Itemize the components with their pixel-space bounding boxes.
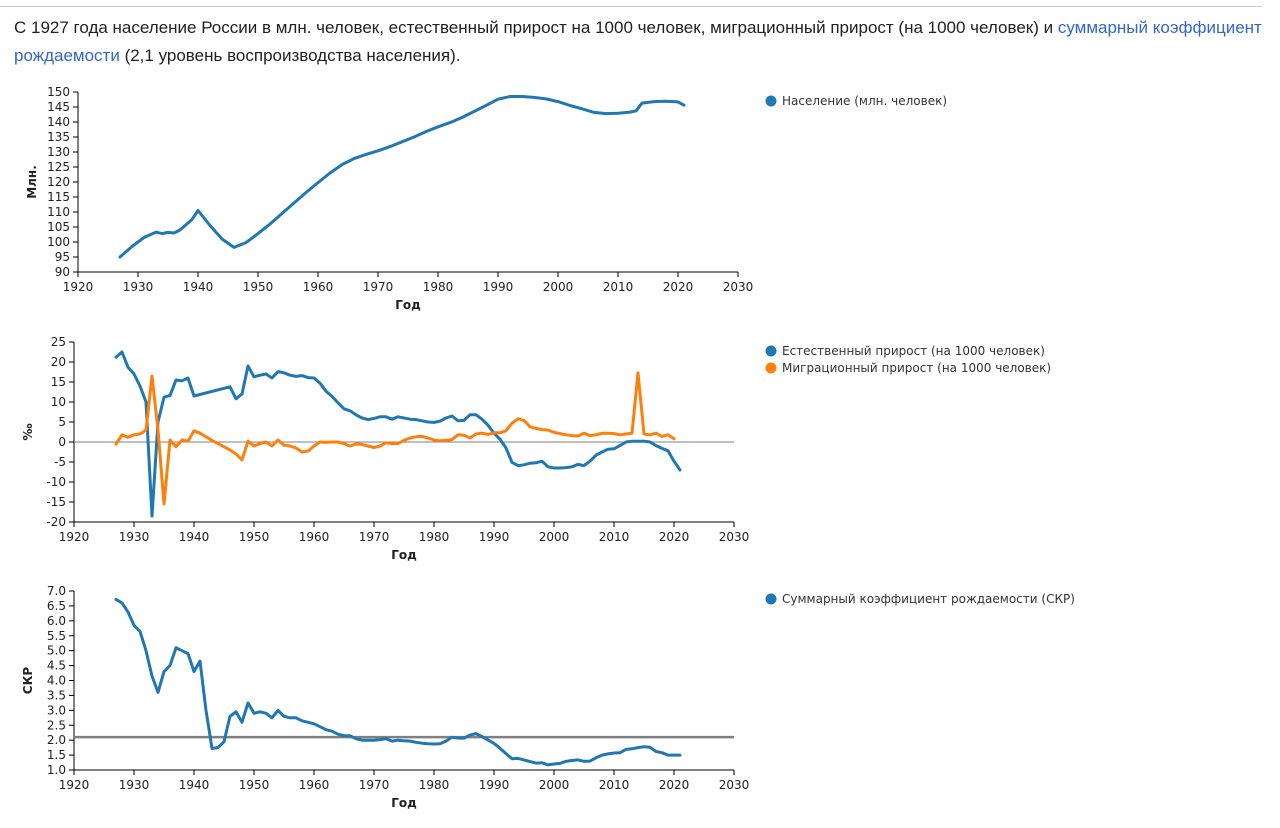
growth-x-tick-label: 1920 <box>59 530 90 544</box>
population-y-tick-label: 145 <box>47 100 70 114</box>
growth-x-tick-label: 1970 <box>359 530 390 544</box>
fertility-x-tick-label: 1990 <box>479 778 510 792</box>
population-y-tick-label: 125 <box>47 160 70 174</box>
population-legend-symbol-1 <box>765 95 777 107</box>
growth-x-tick-label: 2010 <box>599 530 630 544</box>
fertility-x-tick-label: 1920 <box>59 778 90 792</box>
population-y-tick-label: 115 <box>47 190 70 204</box>
growth-y-tick-label: 10 <box>51 395 66 409</box>
fertility-x-tick-label: 1940 <box>179 778 210 792</box>
fertility-y-tick-label: 6.5 <box>47 599 66 613</box>
fertility-series-line-1 <box>114 597 682 767</box>
fertility-x-tick-label: 1960 <box>299 778 330 792</box>
population-x-tick-label: 1970 <box>363 280 394 294</box>
fertility-y-tick-label: 3.0 <box>47 703 66 717</box>
growth-y-axis-title: ‰ <box>21 423 35 440</box>
fertility-y-axis-title: СКР <box>21 667 35 695</box>
population-x-tick-label: 2000 <box>543 280 574 294</box>
growth-y-tick-label: 0 <box>58 435 66 449</box>
fertility-y-tick-label: 4.0 <box>47 674 66 688</box>
population-y-tick-label: 95 <box>55 250 70 264</box>
fertility-y-tick-label: 2.5 <box>47 718 66 732</box>
fertility-y-tick-label: 4.5 <box>47 659 66 673</box>
population-x-tick-label: 1920 <box>63 280 94 294</box>
population-y-tick-label: 150 <box>47 85 70 99</box>
population-y-tick-label: 130 <box>47 145 70 159</box>
fertility-x-tick-label: 2020 <box>659 778 690 792</box>
fertility-y-tick-label: 2.0 <box>47 733 66 747</box>
population-legend-label-1: Население (млн. человек) <box>782 94 947 108</box>
growth-x-tick-label: 2030 <box>719 530 750 544</box>
population-x-tick-label: 2010 <box>603 280 634 294</box>
fertility-y-tick-label: 1.0 <box>47 763 66 777</box>
fertility-x-tick-label: 2000 <box>539 778 570 792</box>
fertility-x-tick-label: 1930 <box>119 778 150 792</box>
growth-legend-label-1: Естественный прирост (на 1000 человек) <box>782 344 1045 358</box>
population-x-tick-label: 2030 <box>723 280 754 294</box>
growth-x-tick-label: 2000 <box>539 530 570 544</box>
figure-caption: С 1927 года население России в млн. чело… <box>14 14 1264 70</box>
fertility-y-tick-label: 6.0 <box>47 614 66 628</box>
fertility-y-tick-label: 5.0 <box>47 644 66 658</box>
growth-y-tick-label: 15 <box>51 375 66 389</box>
fertility-x-tick-label: 1970 <box>359 778 390 792</box>
fertility-y-tick-label: 7.0 <box>47 584 66 598</box>
fertility-y-tick-label: 3.5 <box>47 688 66 702</box>
fertility-rate-chart: 1.01.52.02.53.03.54.04.55.05.56.06.57.0 1… <box>21 584 1075 810</box>
growth-x-tick-label: 1940 <box>179 530 210 544</box>
population-series-line-1 <box>118 95 686 259</box>
fertility-y-tick-label: 5.5 <box>47 629 66 643</box>
population-y-tick-label: 120 <box>47 175 70 189</box>
growth-x-tick-label: 1960 <box>299 530 330 544</box>
population-x-tick-label: 2020 <box>663 280 694 294</box>
fertility-y-tick-label: 1.5 <box>47 748 66 762</box>
growth-y-tick-label: -10 <box>46 475 66 489</box>
growth-rate-chart: -20 -15 -10 -5 0 5 10 15 20 25 1920 1930 1940 1950 196… <box>21 335 1051 562</box>
fertility-x-tick-label: 2030 <box>719 778 750 792</box>
top-divider <box>0 6 1262 7</box>
fertility-legend-symbol-1 <box>765 593 777 605</box>
growth-y-tick-label: 5 <box>58 415 66 429</box>
population-x-tick-label: 1960 <box>303 280 334 294</box>
fertility-legend-label-1: Суммарный коэффициент рождаемости (СКР) <box>782 592 1075 606</box>
growth-x-tick-label: 1950 <box>239 530 270 544</box>
growth-legend-label-2: Миграционный прирост (на 1000 человек) <box>782 361 1051 375</box>
population-x-tick-label: 1930 <box>123 280 154 294</box>
growth-y-tick-label: -20 <box>46 515 66 529</box>
fertility-x-axis-title: Год <box>391 796 417 810</box>
population-y-tick-label: 100 <box>47 235 70 249</box>
growth-y-tick-label: -15 <box>46 495 66 509</box>
growth-legend-symbol-1 <box>765 345 777 357</box>
population-x-tick-label: 1950 <box>243 280 274 294</box>
population-y-tick-label: 110 <box>47 205 70 219</box>
population-y-axis-title: Млн. <box>25 165 39 199</box>
growth-series-line-2 <box>114 371 676 506</box>
population-y-tick-label: 90 <box>55 265 70 279</box>
growth-x-tick-label: 2020 <box>659 530 690 544</box>
growth-y-tick-label: 20 <box>51 355 66 369</box>
caption-text-after: (2,1 уровень воспроизводства населения). <box>119 46 461 65</box>
population-x-tick-label: 1990 <box>483 280 514 294</box>
caption-text-before: С 1927 года население России в млн. чело… <box>14 18 1058 37</box>
fertility-x-tick-label: 2010 <box>599 778 630 792</box>
fertility-rate-link[interactable]: суммарный коэффициент рождаемости <box>14 18 1262 65</box>
fertility-x-tick-label: 1950 <box>239 778 270 792</box>
population-y-tick-label: 105 <box>47 220 70 234</box>
growth-legend-symbol-2 <box>765 362 777 374</box>
growth-y-tick-label: 25 <box>51 335 66 349</box>
fertility-x-tick-label: 1980 <box>419 778 450 792</box>
growth-x-tick-label: 1930 <box>119 530 150 544</box>
population-x-tick-label: 1940 <box>183 280 214 294</box>
growth-x-tick-label: 1990 <box>479 530 510 544</box>
population-x-axis-title: Год <box>395 298 421 312</box>
population-y-tick-label: 140 <box>47 115 70 129</box>
growth-x-tick-label: 1980 <box>419 530 450 544</box>
growth-y-tick-label: -5 <box>54 455 66 469</box>
population-y-tick-label: 135 <box>47 130 70 144</box>
growth-series-line-1 <box>114 350 682 518</box>
growth-x-axis-title: Год <box>391 548 417 562</box>
population-x-tick-label: 1980 <box>423 280 454 294</box>
